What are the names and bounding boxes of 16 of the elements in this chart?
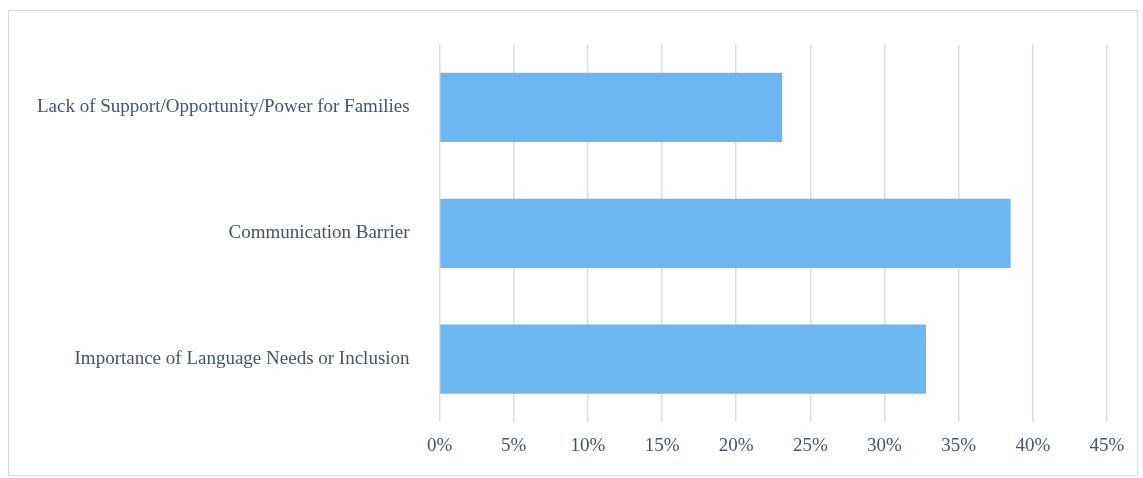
x-tick-label: 25% <box>792 433 828 455</box>
x-tick-label: 0% <box>426 433 453 455</box>
y-tick-label: Importance of Language Needs or Inclusion <box>74 347 411 369</box>
x-tick-label: 45% <box>1089 433 1125 455</box>
bar <box>440 72 783 142</box>
x-tick-label: 40% <box>1015 433 1051 455</box>
x-tick-label: 10% <box>570 433 606 455</box>
y-tick-label: Lack of Support/Opportunity/Power for Families <box>37 95 410 117</box>
x-tick-label: 20% <box>718 433 754 455</box>
x-tick-label: 15% <box>644 433 680 455</box>
x-tick-label: 35% <box>941 433 977 455</box>
x-tick-label: 5% <box>501 433 527 455</box>
bar <box>440 198 1011 268</box>
bar <box>440 324 927 394</box>
y-tick-label: Communication Barrier <box>228 221 411 243</box>
x-tick-label: 30% <box>867 433 903 455</box>
